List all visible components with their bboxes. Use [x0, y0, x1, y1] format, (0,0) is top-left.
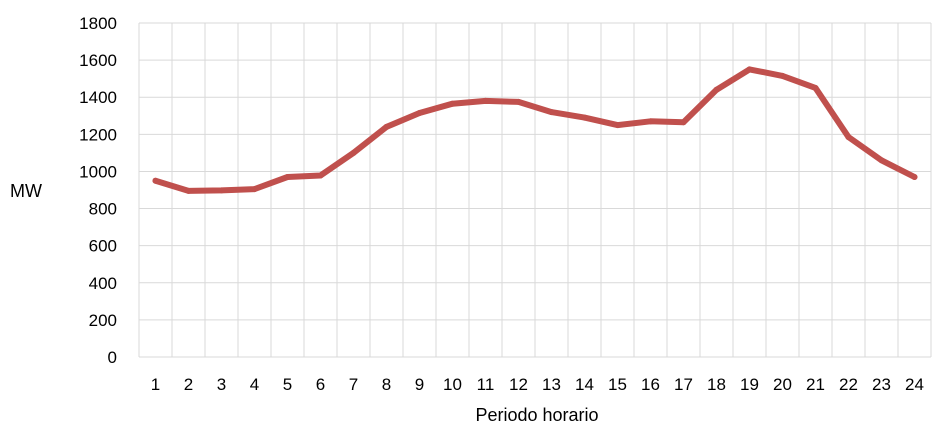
y-tick-label: 200	[89, 311, 117, 330]
x-tick-label: 2	[184, 375, 193, 394]
y-tick-label: 800	[89, 200, 117, 219]
data-point	[251, 186, 258, 193]
x-tick-label: 15	[608, 375, 627, 394]
x-tick-label: 14	[575, 375, 594, 394]
data-point	[680, 119, 687, 126]
data-point	[515, 98, 522, 105]
data-point	[614, 122, 621, 129]
data-point	[218, 187, 225, 194]
data-point	[581, 114, 588, 121]
data-point	[779, 72, 786, 79]
data-point	[317, 172, 324, 179]
y-tick-label: 1800	[79, 14, 117, 33]
data-point	[482, 97, 489, 104]
x-tick-label: 19	[740, 375, 759, 394]
data-point	[647, 118, 654, 125]
y-tick-label: 1200	[79, 125, 117, 144]
data-point	[746, 66, 753, 73]
x-tick-label: 22	[839, 375, 858, 394]
x-tick-label: 4	[250, 375, 259, 394]
y-axis-ticks: 0 200 400 600 800 1000 1200 1400 1600 1800	[79, 14, 117, 367]
x-tick-label: 5	[283, 375, 292, 394]
data-point	[845, 134, 852, 141]
y-tick-label: 1000	[79, 162, 117, 181]
x-tick-label: 8	[382, 375, 391, 394]
x-tick-label: 10	[443, 375, 462, 394]
x-axis-ticks: 1 2 3 4 5 6 7 8 9 10 11 12 13 14 15 16 17 18 19 20 21 22 23 24	[151, 375, 924, 394]
x-tick-label: 18	[707, 375, 726, 394]
data-point	[383, 123, 390, 130]
x-tick-label: 11	[477, 375, 495, 394]
y-tick-label: 1600	[79, 51, 117, 70]
y-axis-title: MW	[10, 181, 42, 201]
data-point	[350, 149, 357, 156]
x-tick-label: 12	[509, 375, 528, 394]
data-point	[185, 187, 192, 194]
x-tick-label: 6	[316, 375, 325, 394]
x-tick-label: 13	[542, 375, 561, 394]
data-point	[284, 174, 291, 181]
x-tick-label: 9	[415, 375, 424, 394]
y-tick-label: 0	[108, 348, 117, 367]
x-tick-label: 20	[773, 375, 792, 394]
x-tick-label: 24	[905, 375, 924, 394]
data-point	[878, 157, 885, 164]
data-point	[548, 109, 555, 116]
data-point	[812, 84, 819, 91]
x-tick-label: 16	[641, 375, 660, 394]
y-tick-label: 600	[89, 237, 117, 256]
data-point	[911, 174, 918, 181]
data-point	[152, 177, 159, 184]
data-point	[713, 86, 720, 93]
y-tick-label: 1400	[79, 88, 117, 107]
x-tick-label: 7	[349, 375, 358, 394]
x-tick-label: 17	[674, 375, 693, 394]
series	[152, 66, 918, 194]
x-tick-label: 23	[872, 375, 891, 394]
x-tick-label: 1	[151, 375, 160, 394]
x-tick-label: 21	[806, 375, 825, 394]
series-line	[152, 66, 918, 194]
x-tick-label: 3	[217, 375, 226, 394]
y-tick-label: 400	[89, 274, 117, 293]
x-axis-title: Periodo horario	[475, 405, 598, 425]
data-point	[416, 109, 423, 116]
data-point	[449, 100, 456, 107]
